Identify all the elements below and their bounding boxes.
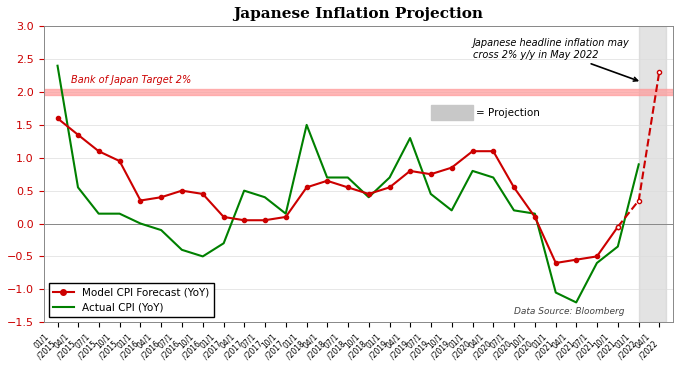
Legend: Model CPI Forecast (YoY), Actual CPI (YoY): Model CPI Forecast (YoY), Actual CPI (Yo…: [49, 283, 214, 317]
Text: Bank of Japan Target 2%: Bank of Japan Target 2%: [71, 75, 191, 85]
Text: Data Source: Bloomberg: Data Source: Bloomberg: [514, 307, 624, 316]
Text: Japanese headline inflation may
cross 2% y/y in May 2022: Japanese headline inflation may cross 2%…: [473, 39, 638, 81]
Bar: [639, 26, 666, 322]
Bar: [44, 89, 673, 95]
Text: = Projection: = Projection: [476, 108, 540, 118]
FancyBboxPatch shape: [430, 105, 473, 120]
Title: Japanese Inflation Projection: Japanese Inflation Projection: [233, 7, 483, 21]
